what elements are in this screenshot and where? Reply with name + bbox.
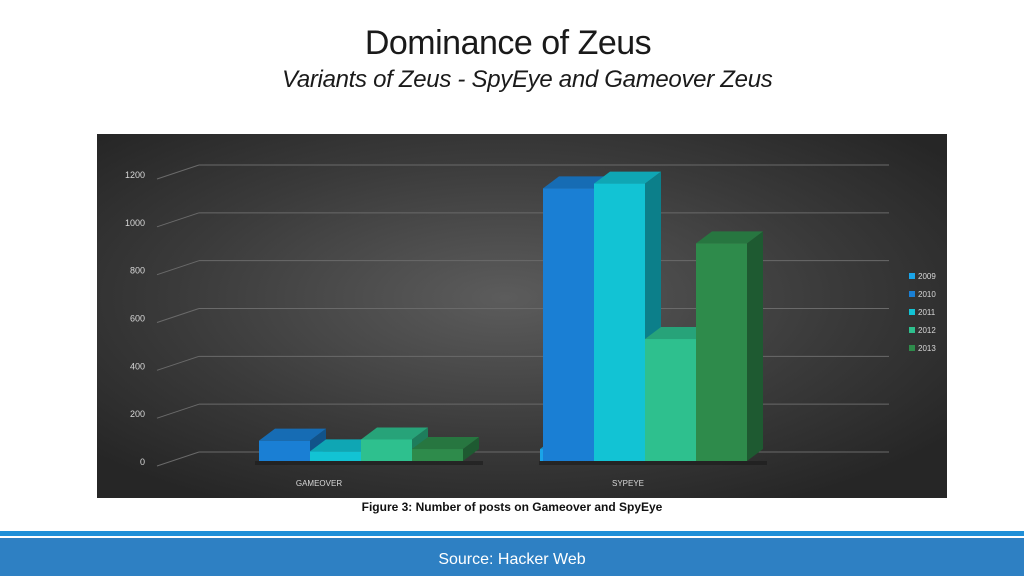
legend-swatch: [909, 309, 915, 315]
x-category-label: GAMEOVER: [296, 479, 342, 488]
bar-side: [463, 437, 479, 461]
floor-shadow: [255, 461, 483, 465]
bar-top: [696, 231, 763, 244]
bar-top: [594, 171, 661, 184]
y-tick-label: 0: [140, 457, 145, 467]
y-tick-label: 600: [130, 314, 145, 324]
chart-background: [97, 134, 947, 498]
legend-label: 2010: [918, 290, 936, 299]
bar-front: [543, 188, 594, 461]
gridline-diag: [156, 403, 200, 419]
bar-top: [412, 437, 479, 450]
chart-svg: 0 200 400 600 800 1000 1200 GAMEOVER SYPEYE 2009…: [97, 134, 947, 498]
legend-label: 2011: [918, 308, 936, 317]
bar-side: [747, 231, 763, 461]
bar-top: [361, 427, 428, 440]
legend-label: 2009: [918, 272, 936, 281]
y-tick-label: 1000: [125, 218, 145, 228]
legend-swatch: [909, 291, 915, 297]
bar-gameover-2013: [412, 437, 479, 461]
gridline-diag: [156, 308, 200, 323]
bar-front: [412, 449, 463, 461]
bar-top: [543, 176, 610, 189]
footer-divider: [0, 531, 1024, 536]
bar-sypeye-2013: [696, 231, 763, 461]
bar-front: [645, 339, 696, 461]
legend-swatch: [909, 345, 915, 351]
figure-caption: Figure 3: Number of posts on Gameover an…: [361, 500, 663, 514]
bar-front: [696, 243, 747, 461]
y-tick-label: 800: [130, 266, 145, 276]
bar-chart: 0 200 400 600 800 1000 1200 GAMEOVER SYPEYE 2009…: [97, 134, 947, 498]
gridline-diag: [156, 355, 200, 371]
gridline-diag: [156, 164, 200, 180]
y-tick-label: 1200: [125, 170, 145, 180]
legend-swatch: [909, 327, 915, 333]
legend-label: 2012: [918, 326, 936, 335]
floor-shadow: [539, 461, 767, 465]
y-tick-label: 400: [130, 361, 145, 371]
legend-label: 2013: [918, 344, 936, 353]
page-title: Dominance of Zeus: [364, 24, 652, 62]
bar-front: [594, 183, 645, 462]
gridline-diag: [156, 212, 200, 228]
bar-top: [645, 327, 712, 340]
gridline-diag: [156, 260, 200, 276]
gridline-diag: [156, 451, 200, 467]
bar-front: [259, 440, 310, 461]
bar-front: [310, 451, 361, 461]
legend-swatch: [909, 273, 915, 279]
x-category-label: SYPEYE: [612, 479, 644, 488]
bar-top: [310, 439, 377, 452]
page-subtitle: Variants of Zeus - SpyEye and Gameover Z…: [282, 66, 773, 93]
footer-source: Source: Hacker Web: [0, 538, 1024, 576]
bar-top: [259, 428, 326, 441]
y-tick-label: 200: [130, 409, 145, 419]
bar-front: [361, 439, 412, 461]
